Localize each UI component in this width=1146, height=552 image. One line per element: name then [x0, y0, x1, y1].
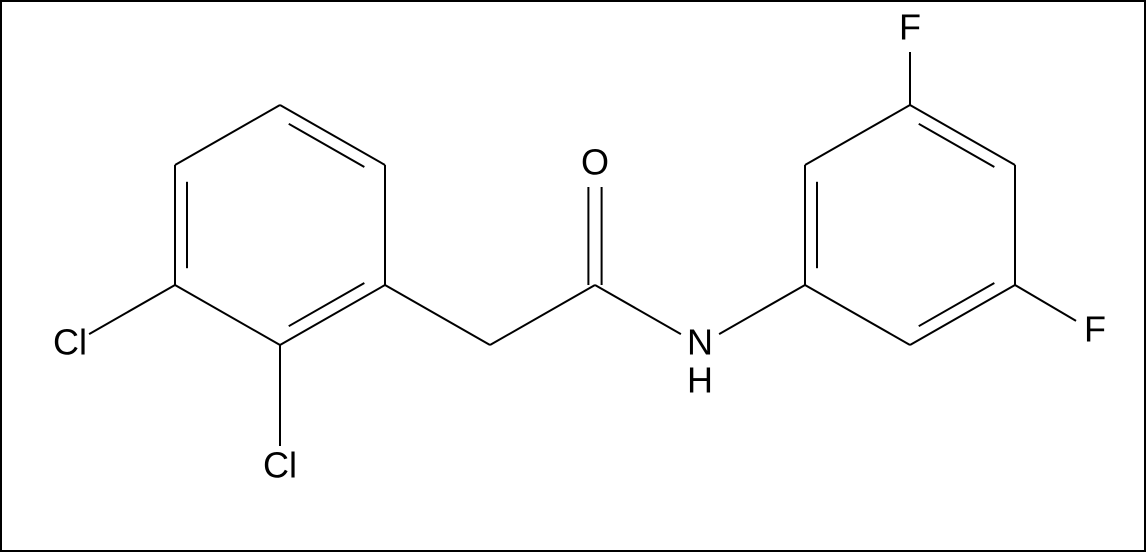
atom-label-Cl1: Cl [53, 322, 87, 363]
atom-O11: O [581, 142, 609, 183]
atom-label-O11: O [581, 142, 609, 183]
atom-F19: F [1084, 309, 1106, 350]
diagram-border [1, 1, 1145, 551]
atom-Cl8: Cl [263, 445, 297, 486]
atom-Cl1: Cl [53, 322, 87, 363]
atom-label-Cl8: Cl [263, 445, 297, 486]
atom-sub-N12: H [687, 360, 713, 401]
molecule-diagram: Cl Cl O NH F F [0, 0, 1146, 552]
atom-label-F19: F [1084, 309, 1106, 350]
atom-label-N12: N [687, 322, 713, 363]
atom-label-F16: F [899, 7, 921, 48]
atom-N12: NH [687, 322, 713, 401]
atom-F16: F [899, 7, 921, 48]
